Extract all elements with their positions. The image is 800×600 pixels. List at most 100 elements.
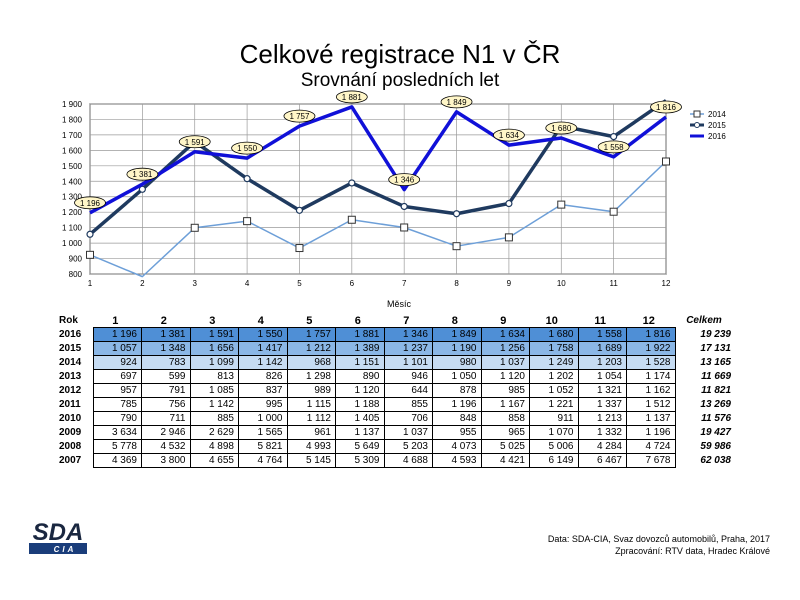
table-row: 2012 957 791 1 085 837 989 1 120 644 878 985 1 052… — [57, 383, 737, 398]
table-cell: 697 — [92, 369, 142, 384]
data-label-bubble — [440, 95, 473, 109]
row-year: 2008 — [59, 441, 82, 452]
x-axis-label: Měsíc — [387, 299, 412, 309]
table-cell: 946 — [383, 369, 433, 384]
legend-marker — [693, 110, 701, 118]
table-cell: 1 202 — [529, 369, 579, 384]
table-row: 2014 924 783 1 099 1 142 968 1 151 1 101 980 1 03… — [57, 355, 737, 370]
table-cell: 1 221 — [529, 397, 579, 412]
point-2015 — [505, 199, 513, 208]
table-row: 2008 5 778 4 532 4 898 5 821 4 993 5 649 5 203 4… — [57, 439, 737, 454]
data-label: 1 591 — [185, 138, 206, 147]
year-column-header: Rok — [59, 315, 78, 327]
table-cell: 2 946 — [141, 425, 191, 440]
table-cell: 4 284 — [577, 439, 627, 454]
data-labels: 1 196 1 381 1 591 1 550 1 757 1 881 1 346 1 849… — [74, 90, 682, 210]
point-2014 — [400, 223, 409, 232]
data-label-bubble — [126, 167, 159, 181]
table-cell: 837 — [238, 383, 288, 398]
table-cell: 1 052 — [529, 383, 579, 398]
table-cell: 1 115 — [286, 397, 336, 412]
point-2015 — [610, 133, 618, 141]
data-label: 1 680 — [551, 124, 572, 133]
y-tick-label: 1 300 — [62, 193, 83, 202]
source-line-data: Data: SDA-CIA, Svaz dovozců automobilů, … — [547, 534, 770, 544]
data-label-bubble — [545, 121, 578, 135]
data-label: 1 849 — [447, 98, 468, 107]
table-cell: 1 050 — [432, 369, 482, 384]
x-tick-label: 5 — [297, 279, 302, 288]
x-tick-label: 1 — [88, 279, 93, 288]
table-cell: 1 816 — [626, 327, 676, 342]
x-tick-label: 2 — [140, 279, 145, 288]
source-note: Data: SDA-CIA, Svaz dovozců automobilů, … — [548, 533, 770, 557]
logo-main-text: SDA — [33, 519, 84, 546]
row-total: 13 269 — [700, 399, 731, 410]
table-cell: 985 — [480, 383, 530, 398]
table-cell: 1 212 — [286, 341, 336, 356]
table-cell: 1 849 — [432, 327, 482, 342]
row-year: 2012 — [59, 385, 82, 396]
data-label-bubble — [231, 141, 263, 155]
table-cell: 1 196 — [432, 397, 482, 412]
y-tick-label: 1 700 — [62, 131, 83, 140]
table-cell: 5 309 — [335, 453, 385, 468]
y-tick-label: 1 800 — [62, 115, 83, 124]
row-total: 17 131 — [700, 343, 731, 354]
point-2014 — [452, 242, 461, 251]
table-cell: 1 656 — [189, 341, 239, 356]
table-cell: 1 120 — [335, 383, 385, 398]
row-total: 11 821 — [701, 385, 731, 396]
data-label-bubble — [650, 100, 682, 114]
table-row: 2010 790 711 885 1 000 1 112 1 405 706 848 858 911… — [57, 411, 737, 426]
point-2014 — [190, 223, 199, 232]
table-cell: 1 142 — [238, 355, 288, 370]
row-year: 2015 — [59, 343, 82, 354]
table-cell: 1 151 — [335, 355, 385, 370]
logo-bar — [29, 543, 87, 554]
table-cell: 5 203 — [383, 439, 433, 454]
table-cell: 1 174 — [626, 369, 676, 384]
table-cell: 855 — [383, 397, 433, 412]
table-cell: 848 — [432, 411, 482, 426]
table-cell: 989 — [286, 383, 336, 398]
table-cell: 1 337 — [577, 397, 627, 412]
table-cell: 1 099 — [189, 355, 239, 370]
table-cell: 1 634 — [480, 327, 530, 342]
table-cell: 1 085 — [189, 383, 239, 398]
data-label: 1 558 — [604, 143, 625, 152]
table-cell: 5 025 — [480, 439, 530, 454]
data-label-bubble — [178, 135, 211, 149]
table-cell: 1 332 — [577, 425, 627, 440]
table-cell: 4 593 — [432, 453, 482, 468]
table-cell: 1 054 — [577, 369, 627, 384]
table-cell: 957 — [92, 383, 142, 398]
x-tick-label: 9 — [507, 279, 512, 288]
table-cell: 1 112 — [286, 411, 336, 426]
table-cell: 1 591 — [189, 327, 239, 342]
month-column-header: 12 — [642, 314, 655, 327]
row-total: 19 239 — [700, 329, 731, 340]
row-total: 19 427 — [700, 427, 731, 438]
table-cell: 5 649 — [335, 439, 385, 454]
row-year: 2016 — [59, 329, 82, 340]
x-tick-label: 8 — [454, 279, 459, 288]
table-cell: 706 — [383, 411, 433, 426]
table-cell: 1 190 — [432, 341, 482, 356]
point-2015 — [138, 185, 146, 193]
data-label-bubble — [388, 173, 421, 187]
table-row: 2013 697 599 813 826 1 298 890 946 1 050 1 120 1 2… — [57, 369, 737, 384]
table-cell: 995 — [238, 397, 288, 412]
y-tick-label: 800 — [69, 270, 83, 279]
series-line-2016 — [89, 105, 668, 215]
table-cell: 1 757 — [286, 327, 336, 342]
table-cell: 1 037 — [480, 355, 530, 370]
table-cell: 1 389 — [335, 341, 385, 356]
table-cell: 4 993 — [286, 439, 336, 454]
month-column-header: 1 — [112, 314, 119, 327]
y-tick-label: 1 400 — [62, 177, 83, 186]
table-cell: 7 678 — [626, 453, 676, 468]
point-2014 — [295, 244, 304, 253]
legend-label-2014: 2014 — [708, 110, 726, 119]
